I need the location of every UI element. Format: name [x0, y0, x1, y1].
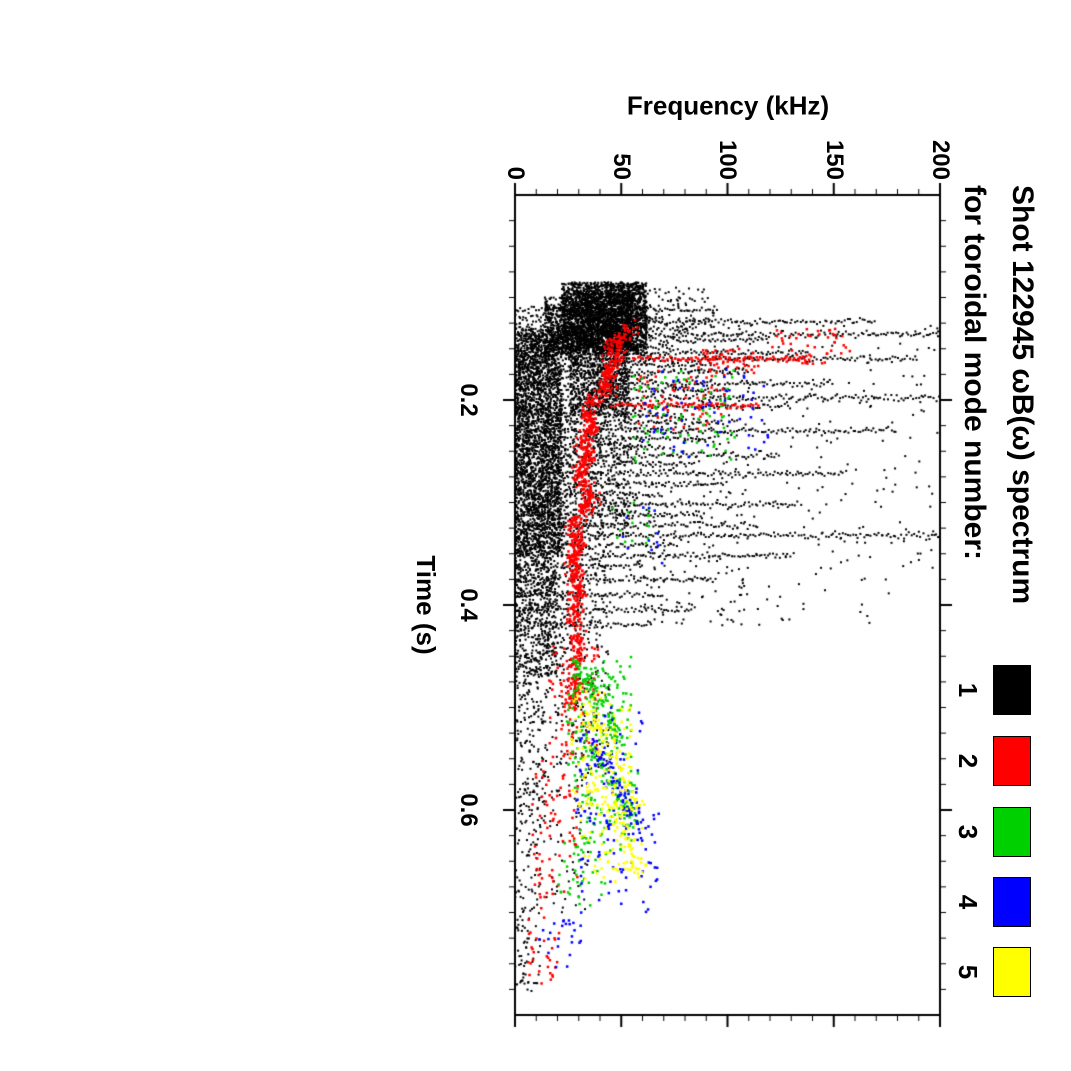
legend-item: 4 — [952, 877, 1031, 927]
legend-label-mode-2: 2 — [953, 753, 983, 769]
legend-swatch-mode-3 — [993, 807, 1031, 857]
y-tick-label-100: 100 — [714, 139, 741, 180]
y-tick-label-50: 50 — [608, 153, 635, 180]
legend-swatch-mode-1 — [993, 665, 1031, 715]
legend-item: 1 — [952, 665, 1031, 715]
x-axis-label: Time (s) — [411, 555, 441, 655]
legend-item: 2 — [952, 736, 1031, 786]
legend-label-mode-4: 4 — [953, 894, 983, 910]
legend-item: 3 — [952, 807, 1031, 857]
legend-label-mode-3: 3 — [953, 824, 983, 840]
legend-swatch-mode-4 — [993, 877, 1031, 927]
chart-subtitle: for toroidal mode number: — [958, 185, 991, 560]
legend-label-mode-1: 1 — [953, 682, 983, 698]
x-tick-label-0.6: 0.6 — [455, 793, 482, 827]
y-tick-label-0: 0 — [502, 166, 529, 180]
legend-item: 5 — [952, 947, 1031, 997]
y-tick-label-200: 200 — [927, 139, 954, 180]
x-tick-label-0.4: 0.4 — [455, 588, 482, 622]
y-tick-label-150: 150 — [821, 139, 848, 180]
legend-swatch-mode-5 — [993, 947, 1031, 997]
legend-label-mode-5: 5 — [953, 964, 983, 980]
chart-title: Shot 122945 ωB(ω) spectrum — [1006, 185, 1039, 605]
legend-swatch-mode-2 — [993, 736, 1031, 786]
x-tick-label-0.2: 0.2 — [455, 383, 482, 417]
